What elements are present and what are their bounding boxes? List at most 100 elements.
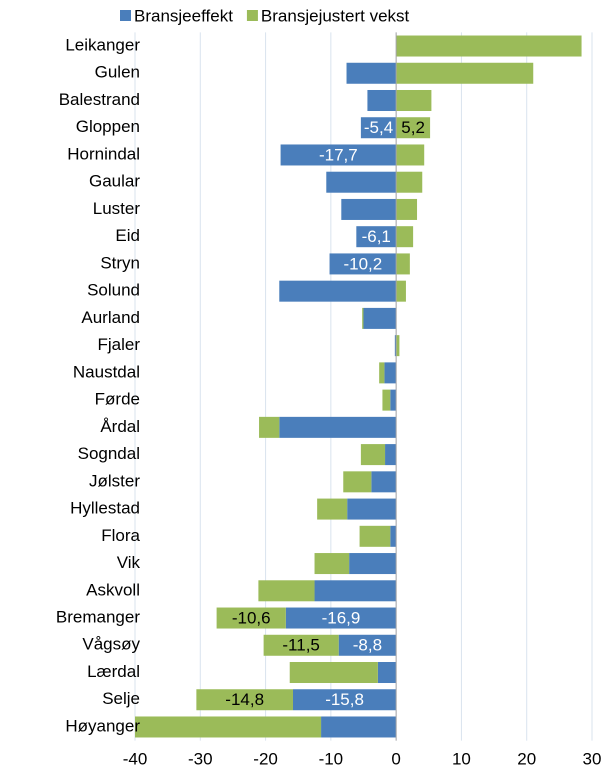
bar [390,389,397,411]
bar [359,525,391,547]
bar [314,580,397,602]
data-label: -5,4 [364,118,393,137]
legend-label: Bransjejustert vekst [261,6,410,25]
y-tick-label: Gaular [89,172,140,191]
y-tick-label: Hyllestad [70,499,140,518]
bar [279,416,397,438]
bar [394,335,397,357]
bar [379,362,385,384]
y-tick-label: Førde [95,390,140,409]
y-tick-label: Gloppen [76,117,140,136]
y-tick-label: Vik [117,553,141,572]
y-tick-label: Flora [101,526,140,545]
bar [347,498,397,520]
x-tick-label: 30 [583,749,602,768]
y-tick-label: Balestrand [59,90,140,109]
bar [338,634,397,656]
data-label: 5,2 [401,118,425,137]
y-tick-label: Gulen [95,63,140,82]
legend-label: Bransjeeffekt [134,6,233,25]
bar [346,62,397,84]
y-tick-label: Luster [93,199,141,218]
bar [396,144,425,166]
bar [279,280,397,302]
bar [396,198,418,220]
bar [321,716,397,738]
bar [289,662,378,684]
bar [363,307,397,329]
bar [396,171,423,193]
bar [341,198,397,220]
bar [263,634,339,656]
y-tick-label: Solund [87,281,140,300]
y-tick-label: Vågsøy [82,635,140,654]
bar [396,89,432,111]
x-tick-label: 10 [452,749,471,768]
data-label: -14,8 [225,690,264,709]
bar [396,335,400,357]
bar [396,62,534,84]
y-tick-label: Naustdal [73,362,140,381]
bar [377,662,397,684]
legend-swatch [120,10,131,21]
data-label: -6,1 [362,227,391,246]
bar [280,144,397,166]
bar [367,89,397,111]
y-tick-label: Sogndal [78,444,140,463]
bar [259,416,280,438]
bar [360,444,386,466]
bar [326,171,397,193]
bar [396,226,414,248]
bar [317,498,348,520]
y-tick-label: Lærdal [87,662,140,681]
bar [216,607,286,629]
bar [356,226,397,248]
bar [362,307,364,329]
bar [371,471,397,493]
legend-swatch [246,10,258,21]
bar [396,35,582,57]
bar [382,389,391,411]
y-tick-label: Fjaler [97,335,140,354]
data-label: -10,2 [343,254,382,273]
y-tick-label: Hornindal [67,144,140,163]
bar [285,607,397,629]
y-tick-label: Aurland [81,308,140,327]
y-tick-label: Selje [102,689,140,708]
bar [360,117,397,139]
data-label: -8,8 [353,636,382,655]
data-label: -16,9 [322,609,361,628]
y-tick-label: Leikanger [65,36,140,55]
x-tick-label: -20 [253,749,278,768]
x-tick-label: 0 [391,749,400,768]
bar [390,525,397,547]
x-tick-label: -40 [123,749,148,768]
bar [396,253,410,275]
bar [135,716,322,738]
bar [396,280,406,302]
data-label: -17,7 [319,145,358,164]
data-label: -10,6 [232,609,271,628]
y-tick-label: Bremanger [56,608,140,627]
y-tick-label: Askvoll [86,580,140,599]
data-label: -11,5 [282,636,320,655]
x-tick-label: -10 [319,749,344,768]
bar [343,471,372,493]
bar [258,580,315,602]
bar [329,253,397,275]
data-label: -15,8 [325,690,364,709]
bar [314,553,350,575]
y-tick-label: Årdal [100,417,140,436]
y-tick-label: Jølster [89,471,140,490]
y-tick-label: Eid [115,226,140,245]
bar [396,117,431,139]
bar [384,362,397,384]
x-tick-label: 20 [517,749,536,768]
y-tick-label: Stryn [100,253,140,272]
bar [349,553,397,575]
x-tick-label: -30 [188,749,213,768]
bar [196,689,293,711]
bar [292,689,397,711]
bar [385,444,397,466]
